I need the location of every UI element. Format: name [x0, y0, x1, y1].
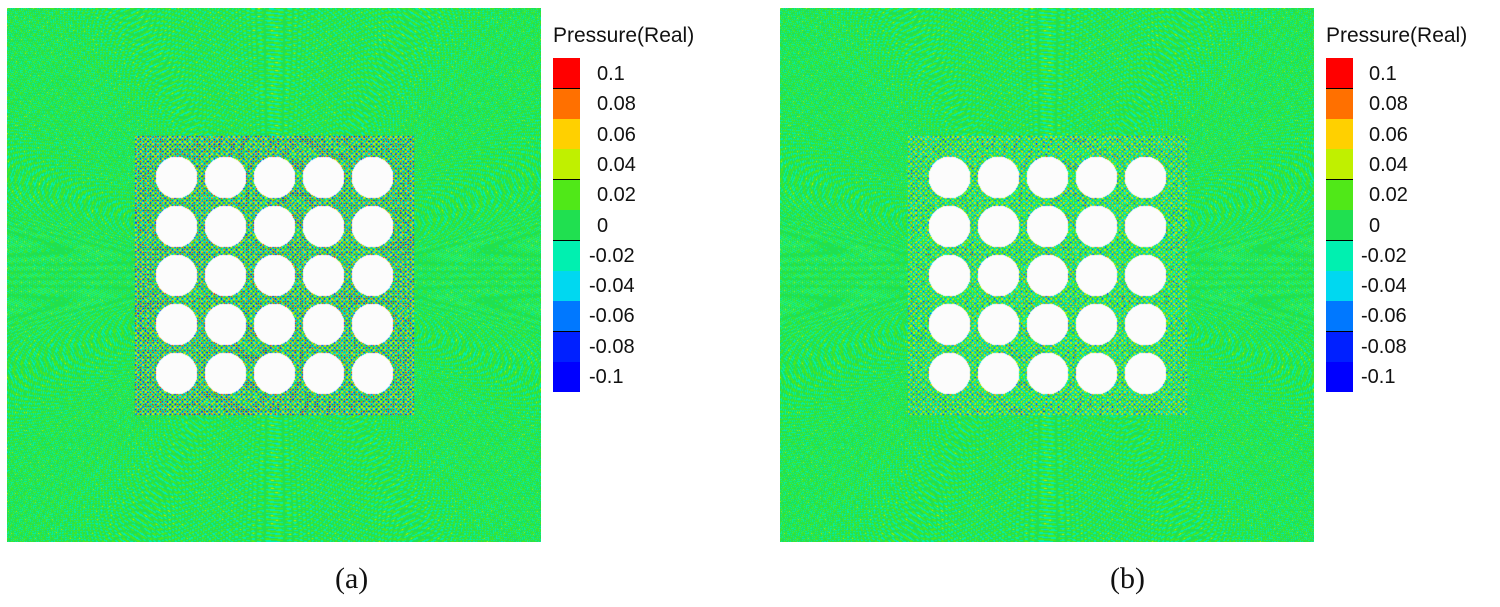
colorbar-band — [553, 149, 580, 179]
colorbar-tick-label: 0.08 — [597, 93, 636, 116]
colorbar-tick-label: -0.06 — [589, 305, 635, 328]
colorbar-band — [1326, 179, 1353, 210]
colorbar-band — [1326, 210, 1353, 240]
colorbar-tick-label: -0.02 — [1361, 244, 1407, 267]
colorbar-band — [553, 88, 580, 119]
colorbar-band — [1326, 301, 1353, 331]
colorbar-band — [553, 271, 580, 301]
colorbar-tick-label: -0.04 — [1361, 275, 1407, 298]
colorbar-tick-label: 0.04 — [597, 153, 636, 176]
colorbar-band — [553, 240, 580, 271]
colorbar-title: Pressure(Real) — [553, 24, 695, 47]
colorbar-tick-label: 0.06 — [1369, 123, 1408, 146]
colorbar-tick-label: -0.04 — [589, 275, 635, 298]
colorbar-tick-label: -0.1 — [589, 366, 624, 388]
colorbar-band — [553, 301, 580, 331]
colorbar-band — [1326, 331, 1353, 362]
colorbar-tick-label: -0.06 — [1361, 305, 1407, 328]
colorbar-band — [1326, 149, 1353, 179]
colorbar-tick-label: 0.08 — [1369, 93, 1408, 116]
colorbar-tick-label: 0.02 — [597, 184, 636, 207]
colorbar-band — [553, 179, 580, 210]
colorbar-band — [553, 58, 580, 88]
colorbar-tick-label: 0 — [597, 214, 609, 237]
colorbar-tick-label: 0.1 — [597, 63, 625, 85]
pressure-contour — [7, 8, 541, 542]
colorbar-band — [553, 119, 580, 149]
colorbar-band — [1326, 271, 1353, 301]
colorbar — [1326, 58, 1353, 392]
pressure-contour — [780, 8, 1314, 542]
colorbar-tick-label: -0.02 — [589, 244, 635, 267]
colorbar-band — [1326, 88, 1353, 119]
pressure-field-plot — [780, 8, 1314, 542]
colorbar-tick-label: 0 — [1369, 214, 1381, 237]
colorbar-band — [1326, 362, 1353, 392]
panel-label: (a) — [335, 562, 369, 595]
pressure-field-plot — [7, 8, 541, 542]
colorbar-band — [553, 362, 580, 392]
colorbar-band — [553, 331, 580, 362]
colorbar-band — [553, 210, 580, 240]
colorbar-band — [1326, 58, 1353, 88]
colorbar-tick-label: -0.08 — [589, 335, 635, 358]
colorbar-tick-label: 0.04 — [1369, 153, 1408, 176]
panel-label: (b) — [1110, 562, 1145, 595]
colorbar-tick-label: 0.06 — [597, 123, 636, 146]
colorbar-tick-label: 0.02 — [1369, 184, 1408, 207]
colorbar-tick-label: -0.1 — [1361, 366, 1396, 388]
colorbar-title: Pressure(Real) — [1326, 24, 1468, 47]
colorbar-band — [1326, 119, 1353, 149]
colorbar-tick-label: -0.08 — [1361, 335, 1407, 358]
colorbar-band — [1326, 240, 1353, 271]
colorbar — [553, 58, 580, 392]
colorbar-tick-label: 0.1 — [1369, 63, 1397, 85]
